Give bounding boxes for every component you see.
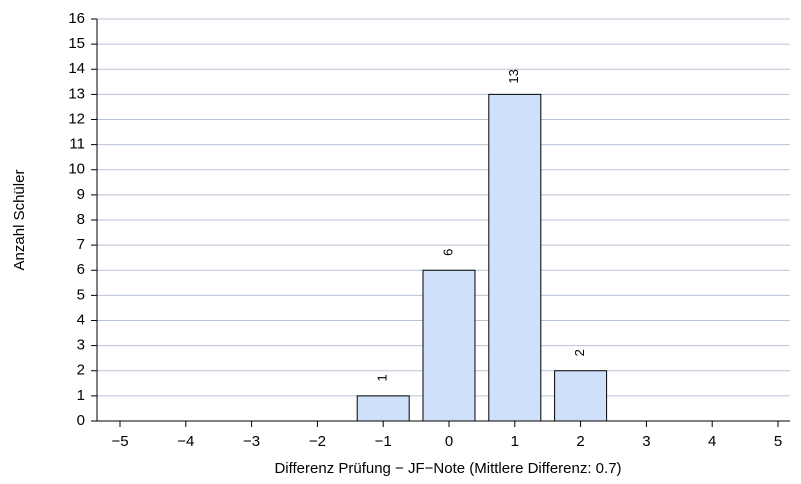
data-label: 1 [375, 374, 390, 381]
data-label: 13 [506, 69, 521, 83]
x-tick-label: 4 [708, 433, 716, 450]
y-tick-label: 15 [68, 35, 85, 52]
y-tick-label: 1 [77, 387, 85, 404]
y-tick-label: 0 [77, 412, 85, 429]
x-tick-label: −4 [177, 433, 194, 450]
y-tick-label: 10 [68, 161, 85, 178]
y-tick-label: 13 [68, 85, 85, 102]
y-tick-label: 12 [68, 110, 85, 127]
y-tick-label: 6 [77, 261, 85, 278]
y-tick-label: 16 [68, 10, 85, 27]
x-tick-label: 2 [576, 433, 584, 450]
bar [356, 395, 410, 422]
bar [554, 370, 608, 422]
y-axis-label: Anzahl Schüler [11, 170, 28, 271]
x-tick-label: 5 [774, 433, 782, 450]
y-tick-label: 5 [77, 286, 85, 303]
y-tick-label: 7 [77, 236, 85, 253]
x-tick-label: −1 [375, 433, 392, 450]
bar [422, 269, 476, 422]
x-tick-label: −5 [111, 433, 128, 450]
x-tick-label: −3 [243, 433, 260, 450]
y-tick-label: 8 [77, 211, 85, 228]
bar [488, 93, 542, 422]
y-tick-label: 2 [77, 362, 85, 379]
x-tick-label: 0 [445, 433, 453, 450]
y-tick-label: 9 [77, 186, 85, 203]
y-tick-label: 11 [69, 136, 85, 153]
x-tick-label: −2 [309, 433, 326, 450]
y-tick-label: 3 [77, 337, 85, 354]
y-tick-label: 14 [68, 60, 85, 77]
x-tick-label: 3 [642, 433, 650, 450]
x-tick-label: 1 [511, 433, 519, 450]
y-tick-label: 4 [77, 311, 85, 328]
x-axis-label: Differenz Prüfung − JF−Note (Mittlere Di… [274, 460, 621, 477]
data-label: 6 [440, 249, 455, 256]
data-label: 2 [572, 349, 587, 356]
